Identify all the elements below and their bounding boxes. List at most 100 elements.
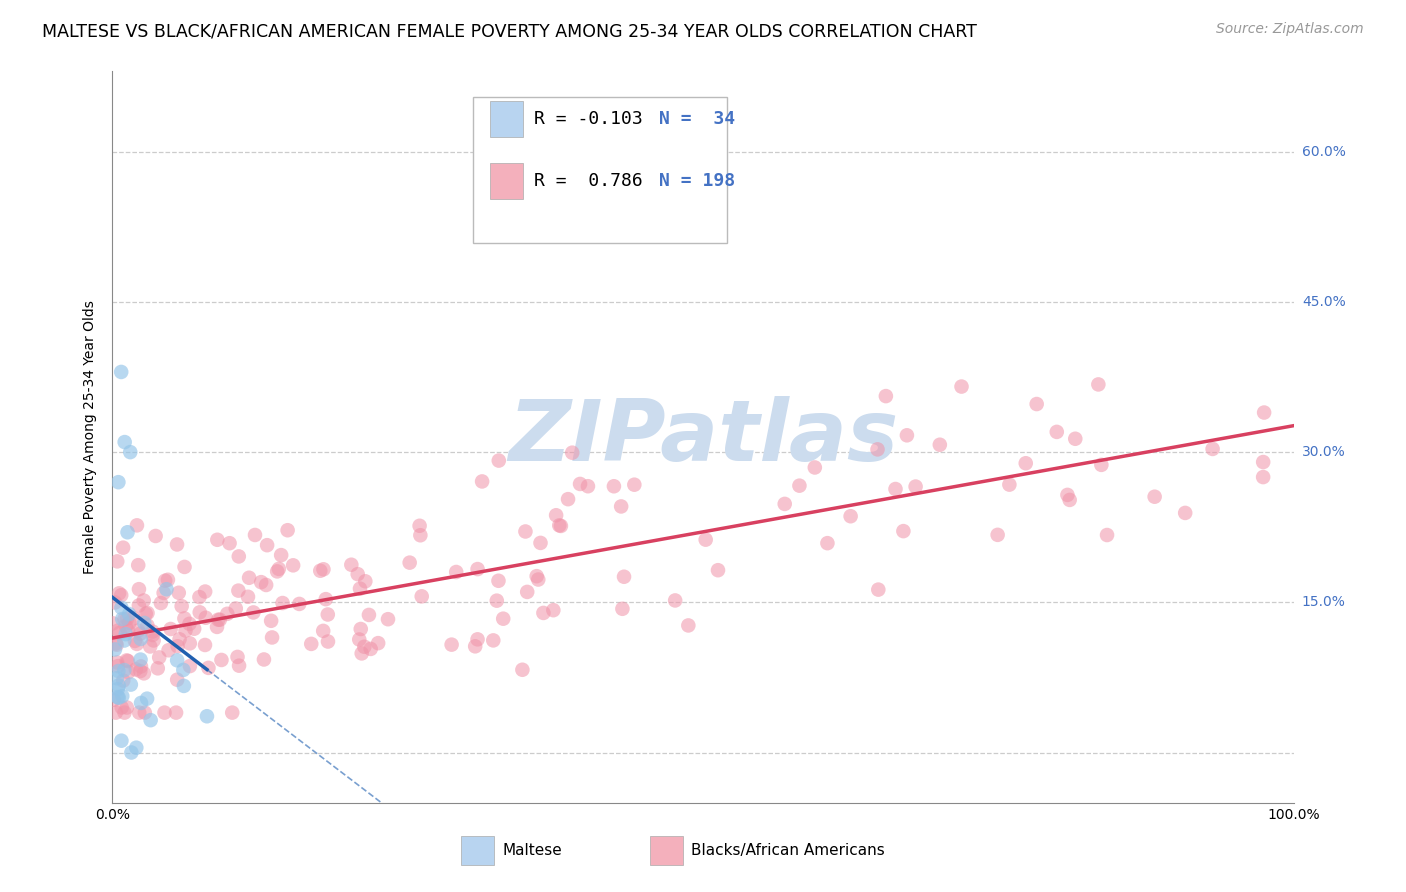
Point: [548, 518, 571, 533]
Point: [112, 633, 135, 648]
Point: [354, 574, 377, 589]
Point: [467, 632, 489, 647]
Point: [340, 558, 363, 572]
Point: [316, 634, 339, 648]
Point: [114, 435, 136, 450]
Point: [208, 613, 231, 627]
Point: [367, 636, 389, 650]
Point: [217, 607, 239, 621]
FancyBboxPatch shape: [650, 836, 683, 865]
Point: [127, 624, 149, 638]
Point: [267, 562, 290, 576]
Point: [266, 565, 288, 579]
Point: [107, 679, 129, 693]
Point: [101, 616, 124, 631]
Point: [115, 700, 138, 714]
Point: [104, 706, 127, 720]
Point: [103, 692, 125, 706]
Point: [152, 586, 174, 600]
FancyBboxPatch shape: [461, 836, 494, 865]
Point: [546, 508, 568, 523]
Point: [804, 460, 827, 475]
Point: [243, 528, 266, 542]
FancyBboxPatch shape: [491, 101, 523, 137]
Y-axis label: Female Poverty Among 25-34 Year Olds: Female Poverty Among 25-34 Year Olds: [83, 300, 97, 574]
Point: [129, 626, 152, 640]
Point: [603, 479, 626, 493]
Text: 15.0%: 15.0%: [1302, 595, 1346, 609]
Point: [488, 453, 510, 467]
Point: [408, 518, 430, 533]
Point: [242, 606, 264, 620]
Point: [136, 606, 159, 620]
Point: [179, 636, 201, 650]
Point: [114, 627, 136, 641]
Point: [440, 638, 463, 652]
Point: [142, 633, 165, 648]
Point: [111, 700, 134, 714]
Point: [124, 634, 146, 648]
Point: [132, 593, 155, 607]
Point: [107, 659, 129, 673]
Point: [165, 706, 187, 720]
Text: ZIPatlas: ZIPatlas: [508, 395, 898, 479]
Point: [128, 582, 150, 597]
Point: [1064, 432, 1087, 446]
Point: [623, 477, 645, 491]
Point: [1174, 506, 1197, 520]
Point: [1253, 405, 1275, 419]
Point: [207, 613, 229, 627]
Point: [135, 607, 157, 621]
Point: [707, 563, 730, 577]
Point: [107, 690, 129, 705]
Point: [205, 620, 228, 634]
Point: [211, 653, 233, 667]
Point: [139, 640, 162, 654]
Point: [105, 671, 128, 685]
Point: [1056, 488, 1078, 502]
Point: [1046, 425, 1069, 439]
Point: [904, 479, 927, 493]
Point: [312, 562, 335, 576]
Text: 60.0%: 60.0%: [1302, 145, 1346, 159]
Point: [170, 599, 193, 614]
Point: [112, 673, 135, 688]
Point: [998, 477, 1021, 491]
Point: [529, 536, 551, 550]
Point: [105, 638, 128, 652]
Point: [1015, 456, 1038, 470]
Point: [482, 633, 505, 648]
Point: [561, 445, 583, 459]
Point: [127, 558, 149, 573]
Point: [183, 622, 205, 636]
Point: [225, 601, 247, 615]
Text: 30.0%: 30.0%: [1302, 445, 1346, 459]
Point: [485, 593, 508, 607]
Point: [277, 523, 299, 537]
Point: [253, 652, 276, 666]
Point: [557, 492, 579, 507]
Point: [107, 690, 129, 705]
Point: [928, 438, 950, 452]
Point: [194, 638, 217, 652]
Point: [128, 706, 150, 720]
Point: [122, 611, 145, 625]
Point: [110, 733, 132, 747]
Point: [664, 593, 686, 607]
Point: [411, 590, 433, 604]
Point: [104, 636, 127, 650]
Point: [134, 615, 156, 630]
FancyBboxPatch shape: [472, 97, 727, 244]
Point: [132, 666, 155, 681]
Point: [139, 713, 162, 727]
Point: [228, 549, 250, 564]
Point: [1090, 458, 1112, 472]
Point: [1025, 397, 1047, 411]
Point: [316, 607, 339, 622]
Point: [136, 691, 159, 706]
Point: [1251, 470, 1274, 484]
Point: [112, 663, 135, 677]
Point: [260, 614, 283, 628]
Point: [250, 575, 273, 590]
Point: [125, 740, 148, 755]
